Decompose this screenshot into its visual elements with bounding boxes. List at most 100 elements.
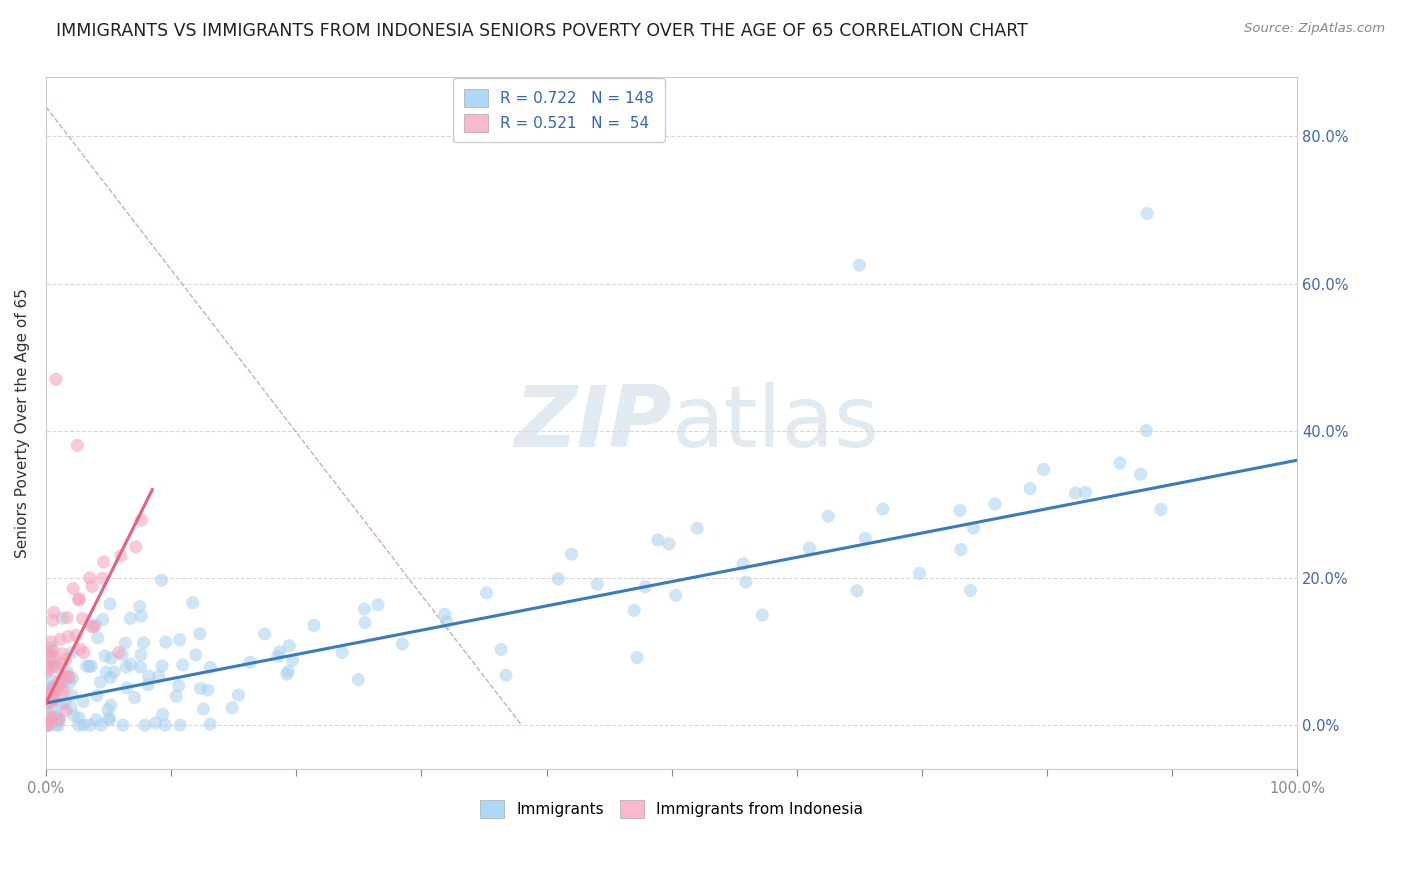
Point [87,631,110,645]
Point [37,645,59,659]
Point [150,658,173,673]
Point [120,611,142,625]
Point [39,682,62,697]
Point [41,710,63,724]
Point [125,540,148,554]
Point [77,659,100,673]
Point [267,649,290,664]
Point [97,703,120,717]
Point [56,665,79,679]
Point [475,586,498,600]
Point [152,707,174,722]
Point [155,635,177,649]
Point [67,711,90,725]
Point [51,698,73,712]
Point [93,555,115,569]
Point [41,695,63,709]
Point [52,684,75,698]
Point [45,718,67,732]
Point [330,646,353,660]
Point [46,680,69,694]
Point [46,675,69,690]
Point [65,628,87,642]
Point [94,648,117,663]
Point [115,660,138,674]
Point [962,521,984,535]
Point [38,689,60,703]
Point [56,610,79,624]
Point [111,648,134,662]
Point [37,714,59,729]
Point [276,667,298,681]
Point [853,531,876,545]
Point [55,673,77,687]
Point [91,571,114,585]
Text: atlas: atlas [672,382,880,465]
Point [281,653,304,667]
Point [37,660,59,674]
Point [63,708,86,723]
Point [45,372,67,386]
Point [39,681,62,696]
Point [817,509,839,524]
Point [39,634,62,648]
Point [114,636,136,650]
Point [62,582,84,596]
Point [129,648,152,662]
Point [547,572,569,586]
Point [129,660,152,674]
Point [66,438,89,452]
Point [686,521,709,535]
Point [908,566,931,581]
Point [69,642,91,657]
Point [733,557,755,571]
Point [51,675,73,690]
Point [91,613,114,627]
Point [98,711,121,725]
Point [1019,482,1042,496]
Point [60,689,83,703]
Point [1135,424,1157,438]
Point [735,574,758,589]
Point [59,675,82,690]
Point [115,681,138,695]
Point [79,718,101,732]
Point [98,713,121,727]
Point [751,608,773,623]
Point [658,537,681,551]
Point [131,513,153,527]
Point [58,670,80,684]
Point [84,713,107,727]
Point [53,695,76,709]
Point [79,571,101,585]
Point [560,547,582,561]
Point [347,673,370,687]
Point [67,718,90,732]
Point [138,669,160,683]
Point [55,669,77,683]
Point [73,646,96,660]
Point [302,618,325,632]
Point [124,690,146,705]
Point [433,607,456,622]
Point [72,694,94,708]
Point [198,717,221,731]
Point [39,688,62,702]
Point [37,696,59,710]
Point [41,692,63,706]
Point [586,577,609,591]
Point [44,682,66,697]
Point [38,706,60,721]
Point [845,583,868,598]
Point [647,533,669,547]
Point [353,602,375,616]
Point [80,659,103,673]
Point [62,671,84,685]
Point [44,659,66,673]
Text: Source: ZipAtlas.com: Source: ZipAtlas.com [1244,22,1385,36]
Point [136,678,159,692]
Point [193,702,215,716]
Point [48,713,70,727]
Point [51,670,73,684]
Point [37,693,59,707]
